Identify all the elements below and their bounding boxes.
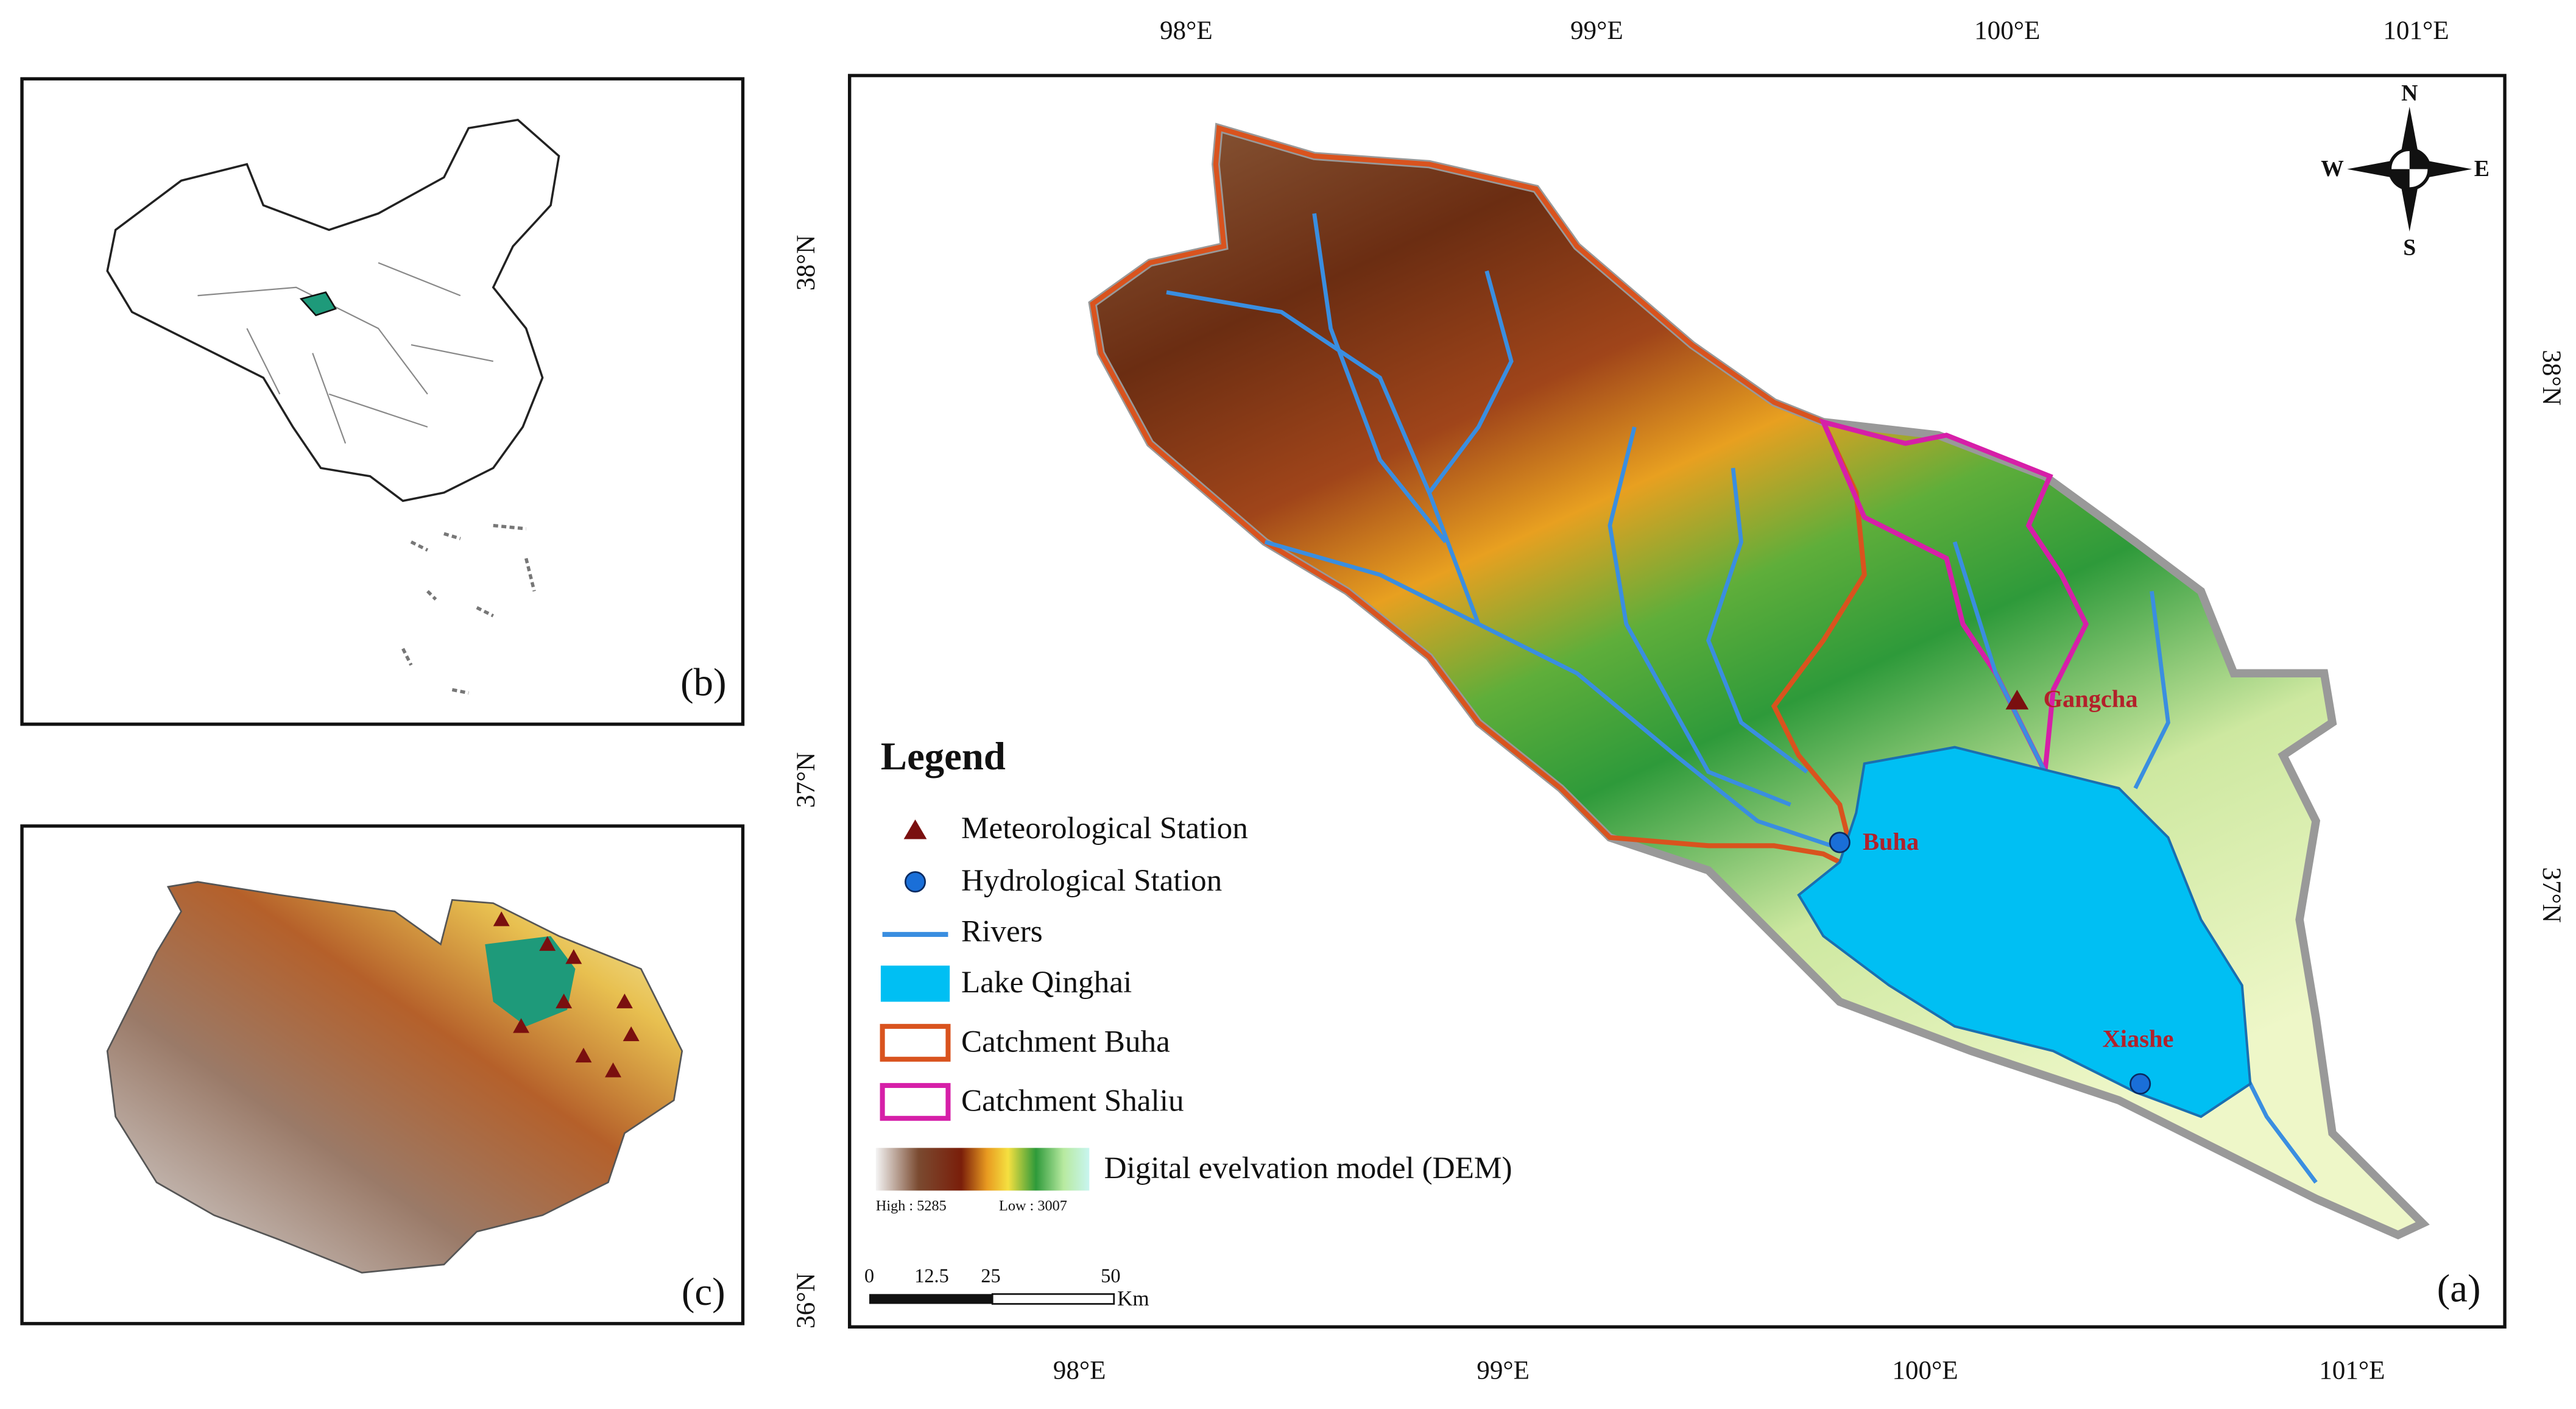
legend-title: Legend	[881, 734, 1006, 778]
legend-symbol	[905, 871, 926, 893]
islands	[401, 523, 536, 695]
compass-rose	[2347, 107, 2472, 232]
longitude-label: 101°E	[2383, 16, 2449, 45]
scale-unit: Km	[1117, 1287, 1149, 1310]
scale-label: 50	[1101, 1265, 1120, 1287]
dem-low: Low : 3007	[999, 1198, 1067, 1214]
meteorological-station	[2005, 690, 2029, 710]
scale-bar	[869, 1294, 993, 1304]
legend-item: Catchment Shaliu	[961, 1083, 1184, 1118]
longitude-label: 100°E	[1974, 16, 2040, 45]
longitude-label: 98°E	[1160, 16, 1213, 45]
compass-label: W	[2321, 156, 2344, 182]
legend-item: Rivers	[961, 914, 1043, 949]
rivers	[1166, 213, 2318, 1184]
longitude-label: 100°E	[1892, 1357, 1958, 1385]
scale-label: 25	[981, 1265, 1000, 1287]
latitude-label: 37°N	[2537, 867, 2566, 923]
legend-item: Hydrological Station	[961, 863, 1222, 898]
longitude-label: 99°E	[1570, 16, 1623, 45]
panel-label: (a)	[2437, 1266, 2481, 1310]
latitude-label: 37°N	[792, 752, 820, 808]
dem-colorbar	[875, 1148, 1090, 1191]
compass-label: S	[2403, 235, 2416, 260]
latitude-label: 36°N	[792, 1273, 820, 1329]
latitude-label: 38°N	[2537, 350, 2566, 406]
latitude-label: 38°N	[792, 235, 820, 291]
catchment-shaliu	[1819, 418, 2089, 781]
longitude-label: 101°E	[2319, 1357, 2385, 1385]
legend-symbol	[880, 1023, 951, 1062]
catchment-buha	[1090, 125, 1867, 875]
hydrological-station	[2130, 1073, 2151, 1095]
compass-label: E	[2474, 156, 2490, 182]
qinghai-lake-inset	[485, 936, 576, 1026]
hydrological-station	[1829, 832, 1851, 853]
compass-label: N	[2401, 80, 2418, 106]
station-label: Buha	[1863, 828, 1919, 855]
panel-label: (b)	[680, 660, 726, 704]
station-label: Gangcha	[2044, 685, 2138, 712]
study-area	[299, 291, 337, 317]
legend-item: Lake Qinghai	[961, 965, 1132, 1000]
legend-symbol	[903, 819, 927, 839]
province-borders	[197, 262, 493, 444]
longitude-label: 98°E	[1053, 1357, 1106, 1385]
scale-bar	[991, 1293, 1115, 1305]
station-label: Xiashe	[2103, 1025, 2174, 1052]
dem-label: Digital evelvation model (DEM)	[1104, 1151, 1512, 1185]
legend-item: Meteorological Station	[961, 811, 1248, 846]
inset-stations	[493, 911, 640, 1078]
legend-symbol	[880, 966, 950, 1002]
dem-high: High : 5285	[876, 1198, 947, 1214]
legend-symbol	[880, 1082, 951, 1121]
legend-item: Catchment Buha	[961, 1024, 1170, 1059]
lake-qinghai	[1797, 746, 2252, 1118]
scale-label: 0	[864, 1265, 874, 1287]
panel-label: (c)	[682, 1270, 725, 1313]
longitude-label: 99°E	[1477, 1357, 1530, 1385]
scale-label: 12.5	[914, 1265, 949, 1287]
